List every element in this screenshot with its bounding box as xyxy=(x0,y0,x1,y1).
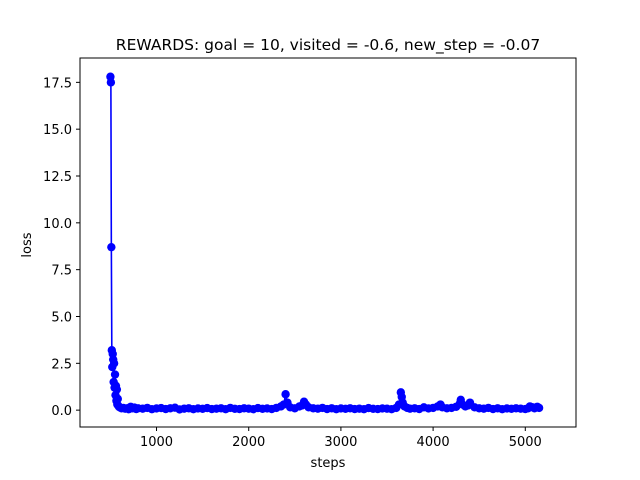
chart-title: REWARDS: goal = 10, visited = -0.6, new_… xyxy=(116,36,540,55)
y-tick-label: 12.5 xyxy=(43,170,72,185)
y-tick-label: 5.0 xyxy=(51,310,72,325)
x-tick-label: 1000 xyxy=(140,435,173,450)
data-point xyxy=(109,359,119,368)
y-axis-label: loss xyxy=(20,232,35,257)
data-point xyxy=(107,242,116,252)
y-tick-label: 15.0 xyxy=(43,123,72,138)
x-tick-label: 2000 xyxy=(232,435,265,450)
axes: 1000 2000 3000 4000 5000 0.0 2.5 5.0 7.5 10.0 12.5… xyxy=(43,57,577,450)
y-tick-label: 7.5 xyxy=(51,264,72,279)
data-point xyxy=(106,78,116,87)
y-tick-label: 2.5 xyxy=(51,357,72,372)
plot-area xyxy=(106,72,544,414)
y-tick-label: 0.0 xyxy=(51,404,72,419)
x-axis-label: steps xyxy=(311,456,346,471)
data-point xyxy=(112,385,122,394)
data-point xyxy=(113,394,123,404)
y-tick-label: 17.5 xyxy=(43,76,72,91)
series-line xyxy=(109,76,540,411)
axes-frame xyxy=(79,57,577,428)
data-point xyxy=(281,390,290,399)
x-tick-label: 5000 xyxy=(509,435,542,450)
y-tick-label: 10.0 xyxy=(43,217,72,232)
x-tick-label: 4000 xyxy=(417,435,450,450)
data-point xyxy=(110,370,120,379)
x-tick-label: 3000 xyxy=(324,435,357,450)
data-point xyxy=(534,403,544,413)
